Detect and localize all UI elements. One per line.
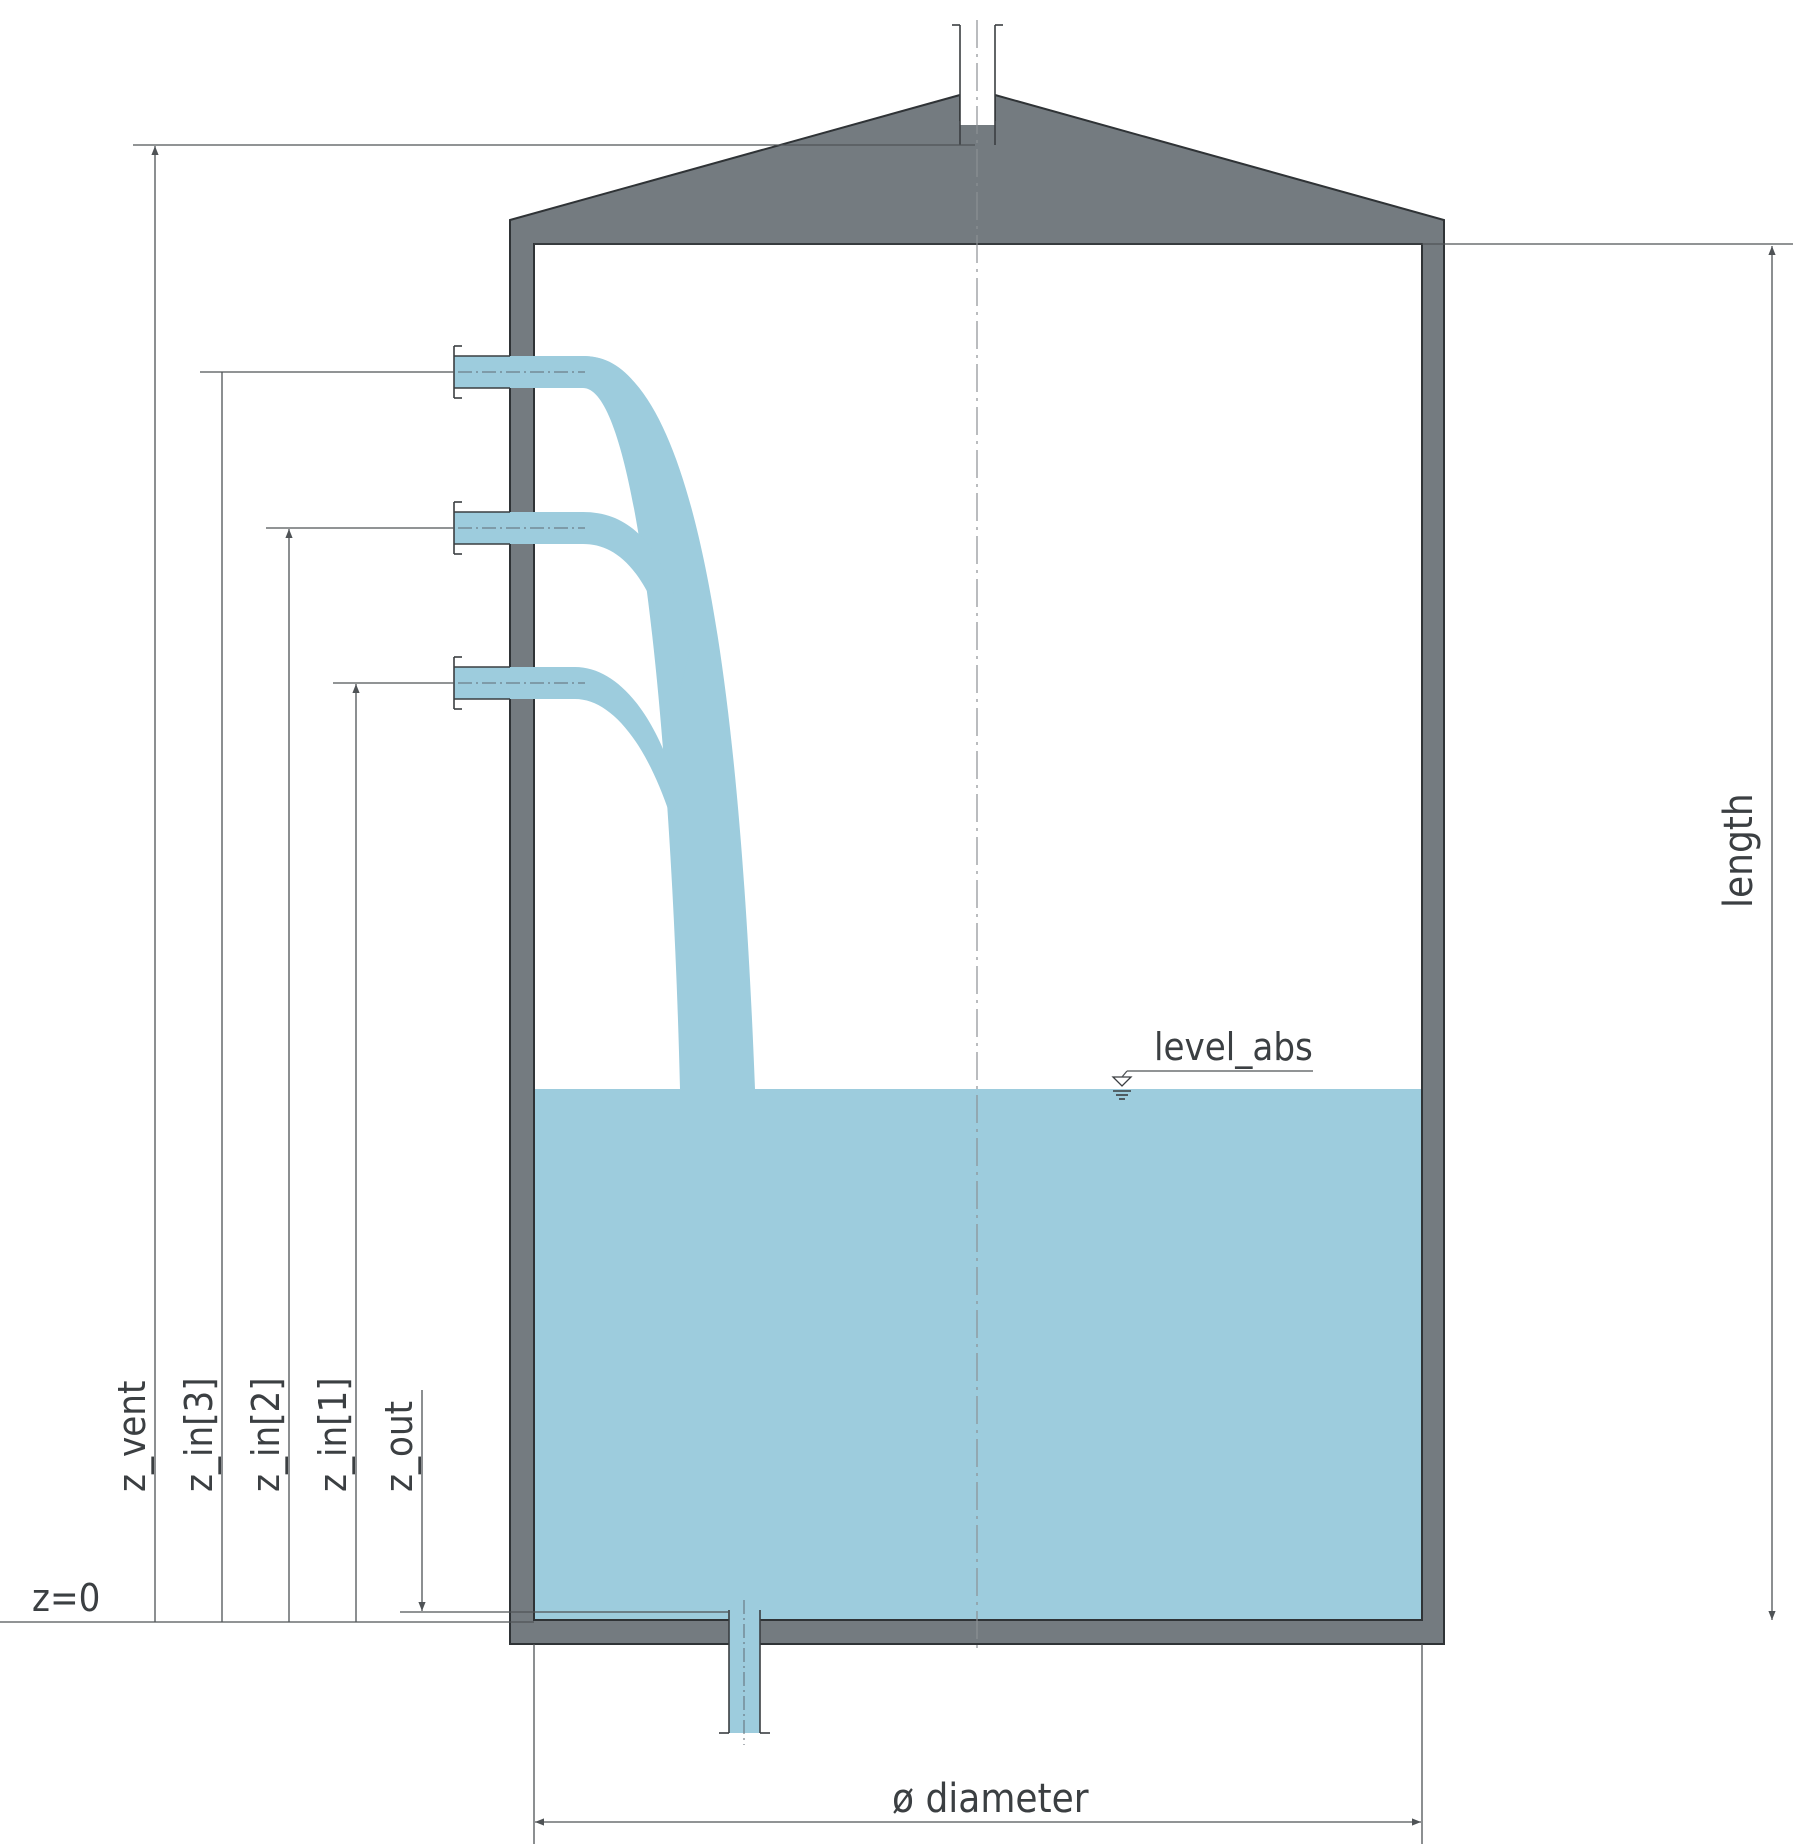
dimension-z-in-3 <box>200 371 454 1622</box>
inlet-pipe-3 <box>434 345 755 1089</box>
label-z-out: z_out <box>377 1401 421 1492</box>
label-level-abs: level_abs <box>1154 1025 1313 1069</box>
label-z-in-3: z_in[3] <box>177 1377 221 1492</box>
dimension-z-in-2 <box>266 527 454 1622</box>
dimension-z-out <box>400 1390 729 1613</box>
label-diameter: ø diameter <box>892 1776 1089 1822</box>
dimension-diameter <box>533 1644 1423 1844</box>
label-z-vent: z_vent <box>110 1381 154 1492</box>
label-length: length <box>1716 793 1762 908</box>
dimension-z-vent <box>133 144 975 1622</box>
level-abs-marker <box>1111 1070 1313 1100</box>
dimension-length <box>1422 243 1793 1620</box>
liquid-volume <box>534 1089 1422 1623</box>
inlet-pipe-2 <box>434 501 690 690</box>
label-z-in-2: z_in[2] <box>244 1377 288 1492</box>
label-z-zero: z=0 <box>32 1576 100 1620</box>
outlet-pipe <box>719 1600 770 1745</box>
inlet-pipe-1 <box>434 656 680 815</box>
dimension-z-in-1 <box>333 682 454 1622</box>
label-z-in-1: z_in[1] <box>311 1377 355 1492</box>
